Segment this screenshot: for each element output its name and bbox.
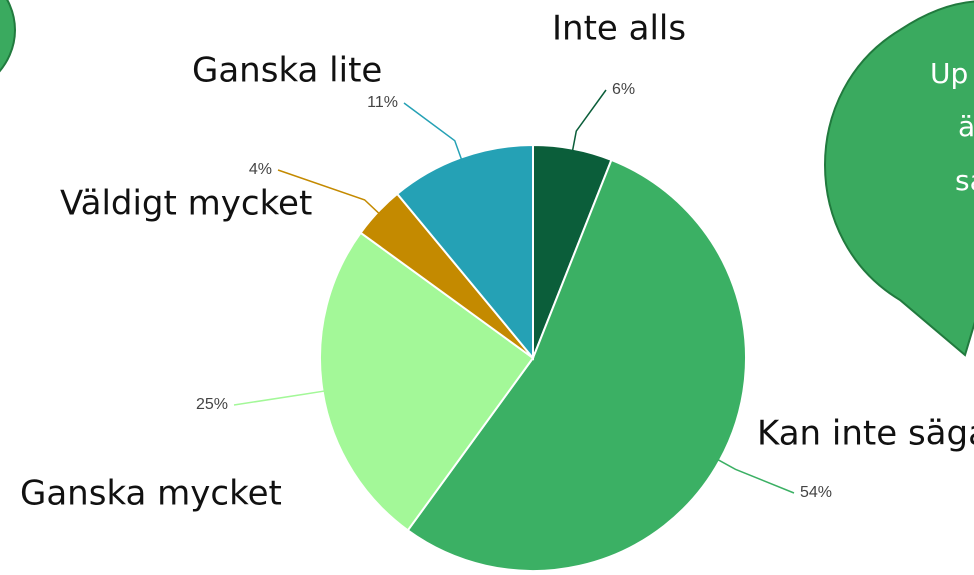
speech-bubble xyxy=(824,0,974,357)
leader-line xyxy=(233,389,327,406)
value-label: 4% xyxy=(249,161,272,178)
category-label: Inte alls xyxy=(552,9,686,49)
leader-line xyxy=(715,458,795,494)
category-label: Ganska mycket xyxy=(20,474,282,514)
callout-line: ä xyxy=(958,110,974,143)
callout-line: sa xyxy=(955,164,974,197)
value-label: 6% xyxy=(612,81,635,98)
category-label: Väldigt mycket xyxy=(60,184,312,224)
leader-line xyxy=(571,89,607,153)
value-label: 25% xyxy=(196,396,228,413)
value-label: 54% xyxy=(800,484,832,501)
leader-line xyxy=(403,102,463,162)
left-bubble xyxy=(0,0,16,73)
leader-line xyxy=(277,169,382,216)
category-label: Kan inte säga xyxy=(757,414,974,454)
value-label: 11% xyxy=(367,94,398,111)
category-label: Ganska lite xyxy=(192,51,382,91)
callout-line: Up xyxy=(930,57,968,90)
